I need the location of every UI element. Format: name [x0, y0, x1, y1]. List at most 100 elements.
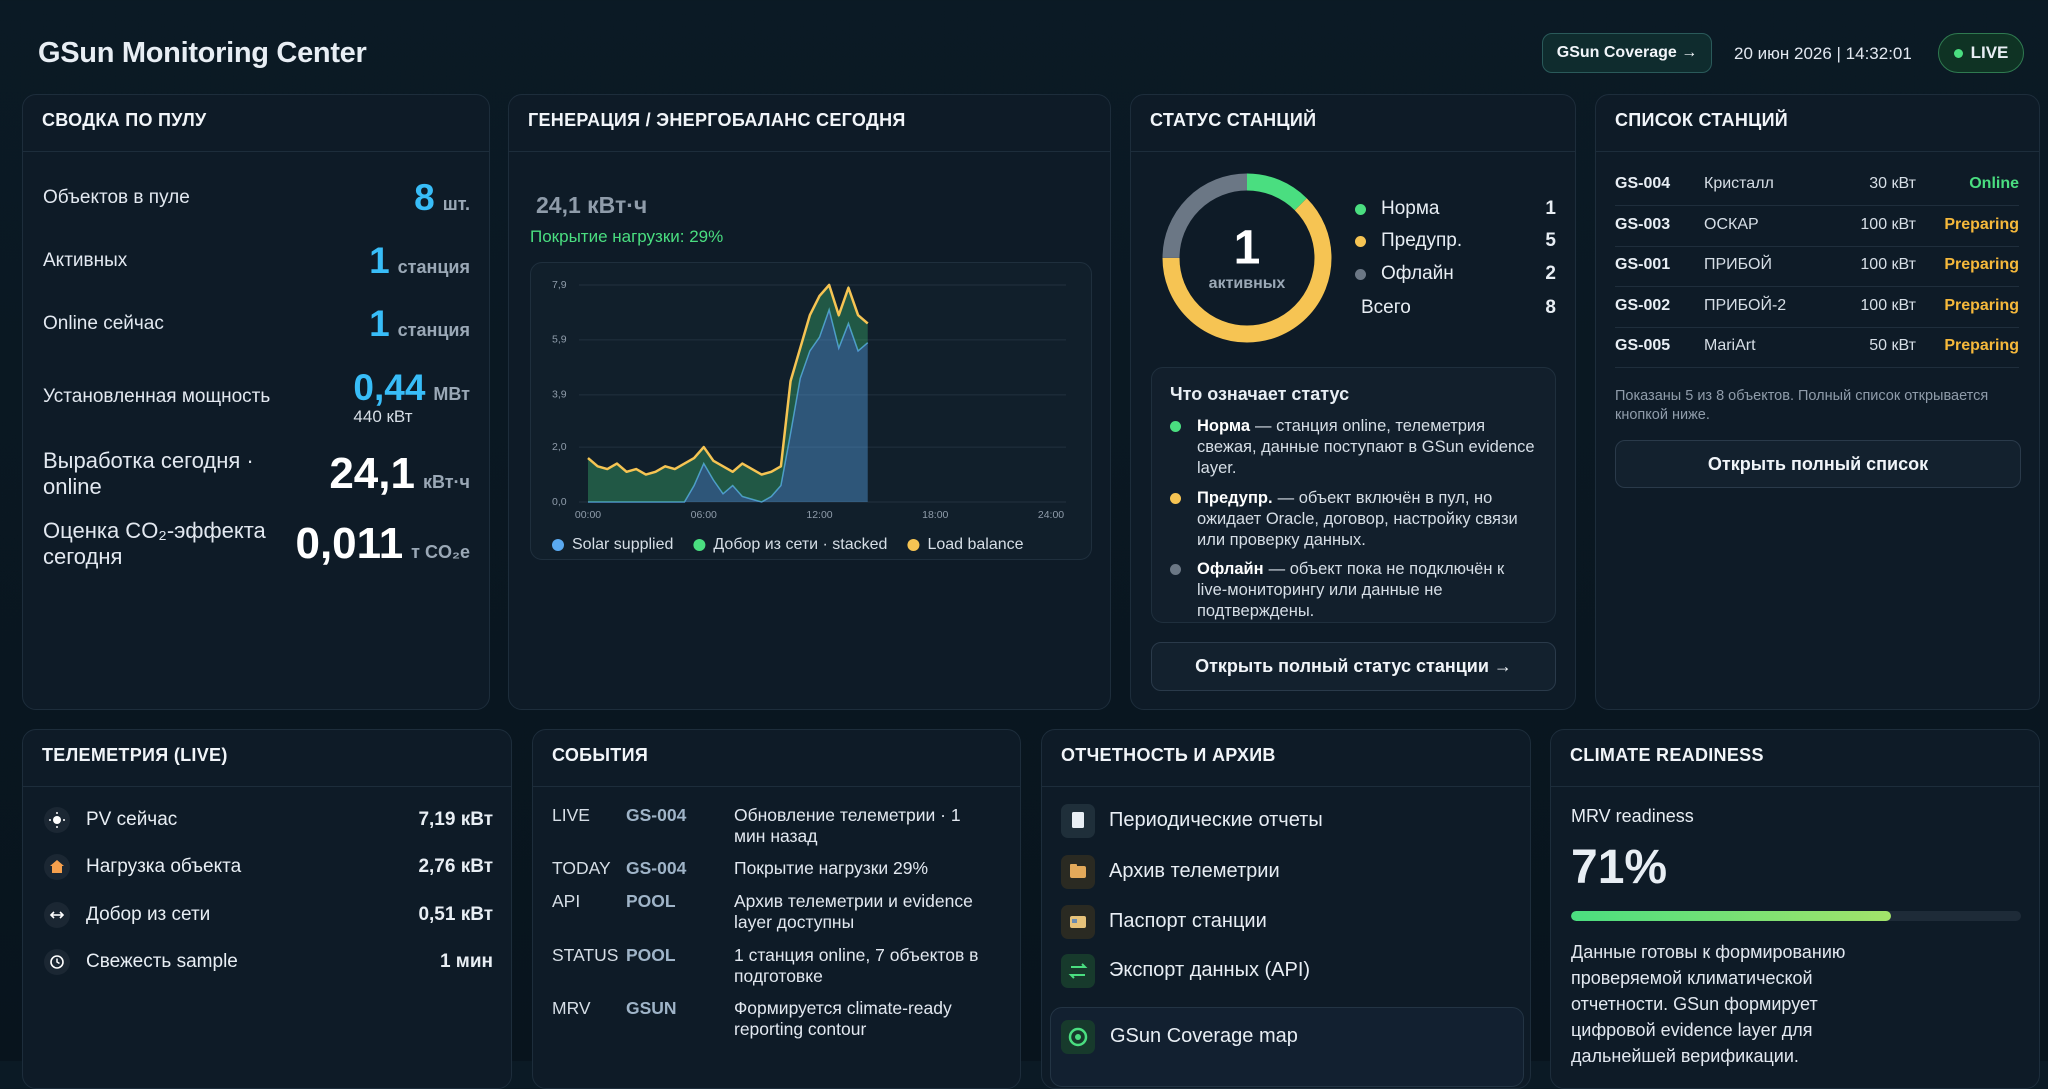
map-box[interactable]: GSun Coverage map — [1050, 1007, 1524, 1087]
datetime: 20 июн 2026 | 14:32:01 — [1734, 44, 1912, 63]
report-icon — [1061, 954, 1095, 988]
kpi-row: Объектов в пуле 8 шт. — [43, 177, 470, 219]
icon-glyph — [50, 955, 64, 969]
station-power: 100 кВт — [1860, 297, 1916, 314]
station-name: ОСКАР — [1704, 216, 1759, 233]
report-label[interactable]: Экспорт данных (API) — [1109, 959, 1311, 981]
status-button[interactable]: Открыть полный статус станции → — [1151, 642, 1556, 691]
kpi-sub: 440 кВт — [353, 407, 413, 426]
station-name: Кристалл — [1704, 175, 1774, 192]
station-id: GS-005 — [1615, 337, 1671, 354]
live-dot — [1953, 48, 1963, 58]
station-status: Preparing — [1944, 297, 2019, 314]
info-dot — [1170, 493, 1181, 504]
info-item: Офлайн — объект пока не подключён к live-… — [1197, 559, 1537, 622]
icon-glyph — [49, 812, 65, 828]
info-text: — станция online, телеметрия свежая, дан… — [1197, 417, 1535, 477]
row-divider — [1615, 205, 2019, 206]
climate-card: CLIMATE READINESS MRV readiness 71% Данн… — [1550, 729, 2040, 1089]
kpi-label: Активных — [43, 250, 128, 271]
live-badge: LIVE — [1938, 33, 2024, 73]
divider — [1596, 151, 2039, 152]
telemetry-icon — [44, 854, 70, 880]
kpi-value-line: 0,011 т CO₂e — [295, 519, 470, 569]
info-text: — объект включён в пул, но ожидает Oracl… — [1197, 489, 1518, 549]
kpi-value-box: 0,44 МВт 440 кВт — [353, 367, 470, 427]
station-name: ПРИБОЙ — [1704, 256, 1772, 273]
event-tag: LIVE — [552, 805, 590, 825]
total-label: Всего — [1361, 297, 1411, 318]
row-divider — [1615, 286, 2019, 287]
divider — [1551, 786, 2039, 787]
kpi-label: Объектов в пуле — [43, 187, 190, 208]
info-term: Офлайн — [1197, 560, 1264, 578]
info-box: Что означает статус Норма — станция onlin… — [1151, 367, 1556, 623]
legend-value: 2 — [1545, 263, 1556, 284]
card-title: СПИСОК СТАНЦИЙ — [1615, 110, 1789, 130]
station-power: 100 кВт — [1860, 216, 1916, 233]
telemetry-label: Добор из сети — [86, 904, 211, 925]
station-id: GS-004 — [1615, 175, 1671, 192]
legend-label: Добор из сети · stacked — [713, 536, 887, 553]
event-tag: API — [552, 891, 581, 911]
kpi-row: Активных 1 станция — [43, 240, 470, 282]
kpi-value-line: 1 станция — [369, 303, 470, 345]
event-tag: TODAY — [552, 858, 611, 878]
kpi-row: Выработка сегодня · online 24,1 кВт·ч — [43, 448, 470, 500]
kpi-value-line: 1 станция — [369, 240, 470, 282]
legend-dot — [1355, 236, 1366, 247]
legend-label: Предупр. — [1381, 230, 1463, 251]
app-title: GSun Monitoring Center — [38, 37, 367, 69]
event-tag: MRV — [552, 998, 591, 1018]
event-text: Обновление телеметрии · 1 мин назад — [734, 805, 961, 846]
station-name: ПРИБОЙ-2 — [1704, 297, 1787, 314]
kpi-value-box: 1 станция — [369, 303, 470, 345]
kpi-value-box: 0,011 т CO₂e — [295, 519, 470, 569]
total-value: 8 — [1545, 297, 1556, 318]
card-title: CLIMATE READINESS — [1570, 745, 1764, 765]
legend-label: Норма — [1381, 198, 1440, 219]
telemetry-label: PV сейчас — [86, 809, 178, 830]
mrv-label: MRV readiness — [1571, 806, 1694, 826]
chart: 0,0 2,0 3,9 5,9 7,9 00:00 06:00 12:00 18:00 24:00… — [552, 279, 1066, 553]
card-title: ОТЧЕТНОСТЬ И АРХИВ — [1061, 745, 1276, 765]
donut-chart: 1 активных — [1162, 173, 1332, 343]
legend-dot — [1355, 269, 1366, 280]
y-tick-label: 5,9 — [552, 334, 567, 346]
report-icon — [1061, 905, 1095, 939]
info-item: Норма — станция online, телеметрия свежая… — [1197, 416, 1537, 479]
y-tick-label: 2,0 — [552, 441, 567, 453]
station-status: Preparing — [1944, 337, 2019, 354]
telemetry-value: 1 мин — [439, 951, 493, 972]
event-tag: STATUS — [552, 945, 619, 965]
progress-bar — [1571, 911, 1891, 921]
legend-value: 5 — [1545, 230, 1556, 251]
legend-dot — [552, 539, 564, 551]
info-term: Предупр. — [1197, 489, 1273, 507]
telemetry-value: 7,19 кВт — [418, 809, 493, 830]
kpi-label: Выработка сегодня · online — [43, 448, 254, 499]
telemetry-value: 0,51 кВт — [418, 904, 493, 925]
icon-glyph — [1061, 855, 1095, 889]
coverage-button[interactable]: GSun Coverage → — [1542, 33, 1712, 73]
stations-button[interactable]: Открыть полный список — [1615, 440, 2021, 488]
donut-segment — [1162, 173, 1332, 343]
report-label[interactable]: Архив телеметрии — [1109, 860, 1280, 882]
divider — [509, 151, 1110, 152]
info-dot — [1170, 421, 1181, 432]
kpi-value: 0,44 — [353, 367, 426, 408]
legend-label: Solar supplied — [572, 536, 673, 553]
report-label[interactable]: Паспорт станции — [1109, 910, 1267, 932]
report-label[interactable]: Периодические отчеты — [1109, 809, 1323, 831]
legend-dot — [907, 539, 920, 551]
legend-label: Load balance — [927, 536, 1023, 553]
kpi-unit: МВт — [433, 384, 470, 404]
row-divider — [1615, 367, 2019, 368]
telemetry-card: ТЕЛЕМЕТРИЯ (LIVE) PV сейчас 7,19 кВт Нагру… — [22, 729, 512, 1089]
stations-card: СПИСОК СТАНЦИЙ Показаны 5 из 8 объектов.… — [1595, 94, 2040, 710]
x-tick-label: 12:00 — [806, 509, 832, 521]
card-title: ТЕЛЕМЕТРИЯ (LIVE) — [42, 745, 228, 765]
telemetry-icon — [44, 902, 70, 928]
area-edge — [588, 307, 869, 503]
